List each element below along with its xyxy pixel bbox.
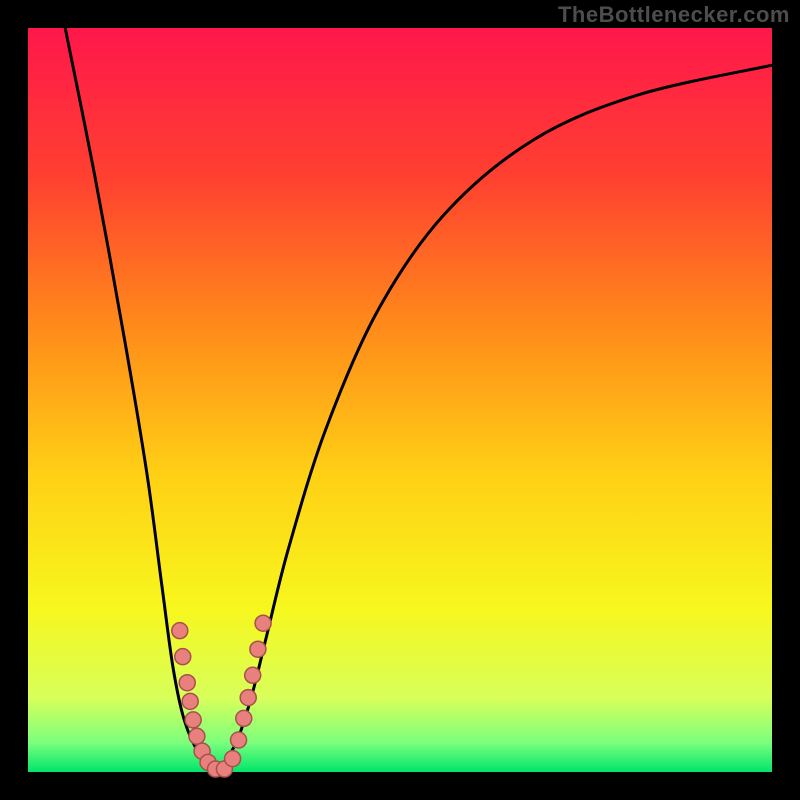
data-marker xyxy=(172,623,188,639)
plot-background-gradient xyxy=(28,28,772,772)
data-marker xyxy=(182,693,198,709)
data-marker xyxy=(245,667,261,683)
bottleneck-chart xyxy=(0,0,800,800)
watermark-text: TheBottlenecker.com xyxy=(558,2,790,28)
data-marker xyxy=(179,675,195,691)
data-marker xyxy=(189,728,205,744)
chart-stage: TheBottlenecker.com xyxy=(0,0,800,800)
data-marker xyxy=(231,732,247,748)
data-marker xyxy=(255,615,271,631)
data-marker xyxy=(240,690,256,706)
data-marker xyxy=(175,649,191,665)
data-marker xyxy=(185,712,201,728)
data-marker xyxy=(250,641,266,657)
data-marker xyxy=(236,710,252,726)
data-marker xyxy=(225,751,241,767)
